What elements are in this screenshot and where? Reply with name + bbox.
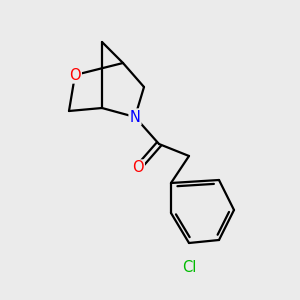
Text: N: N	[130, 110, 140, 124]
Text: Cl: Cl	[182, 260, 196, 274]
Text: O: O	[69, 68, 81, 82]
Text: O: O	[132, 160, 144, 175]
